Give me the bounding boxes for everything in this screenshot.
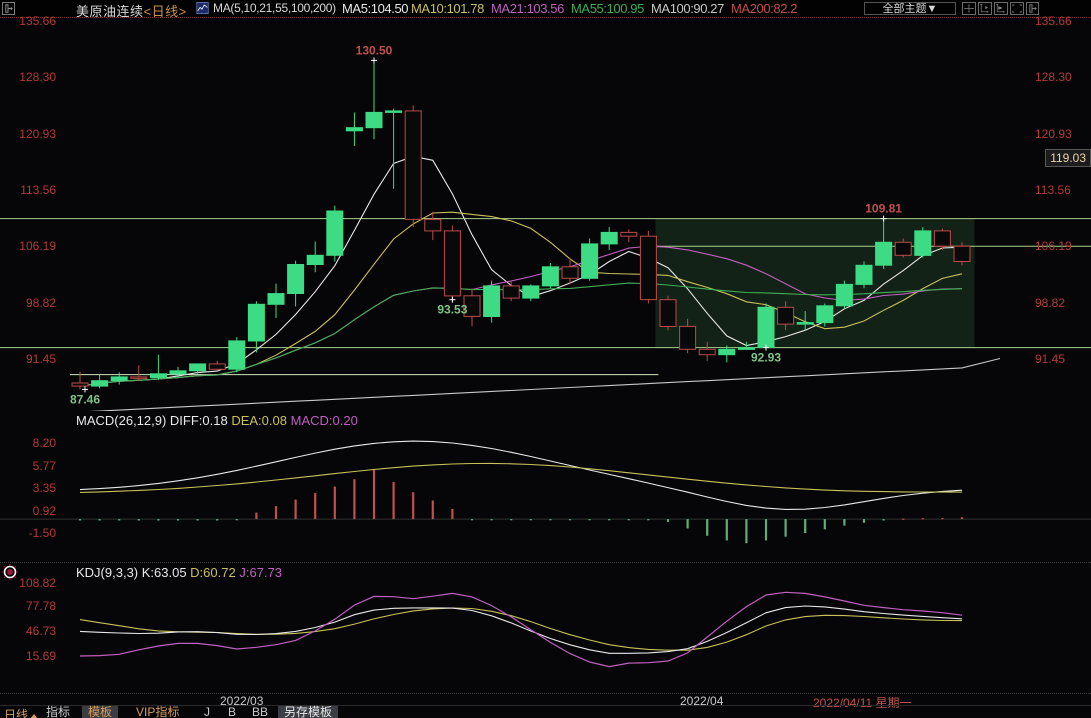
svg-text:109.81: 109.81 — [865, 202, 902, 216]
svg-text:87.46: 87.46 — [70, 392, 100, 406]
svg-text:92.93: 92.93 — [751, 351, 781, 365]
svg-text:130.50: 130.50 — [356, 43, 393, 57]
svg-text:93.53: 93.53 — [437, 303, 467, 317]
